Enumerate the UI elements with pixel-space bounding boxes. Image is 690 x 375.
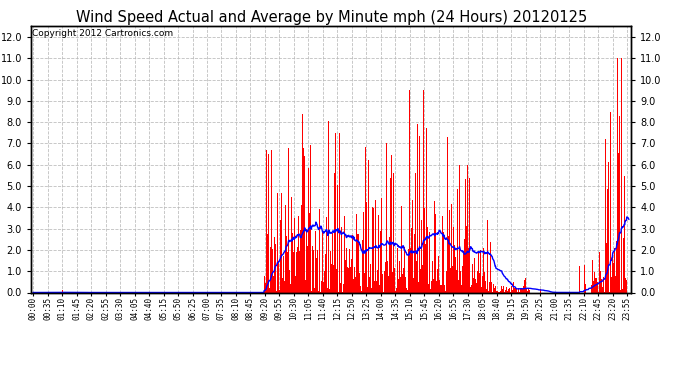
Text: Copyright 2012 Cartronics.com: Copyright 2012 Cartronics.com [32,29,173,38]
Title: Wind Speed Actual and Average by Minute mph (24 Hours) 20120125: Wind Speed Actual and Average by Minute … [76,10,586,25]
